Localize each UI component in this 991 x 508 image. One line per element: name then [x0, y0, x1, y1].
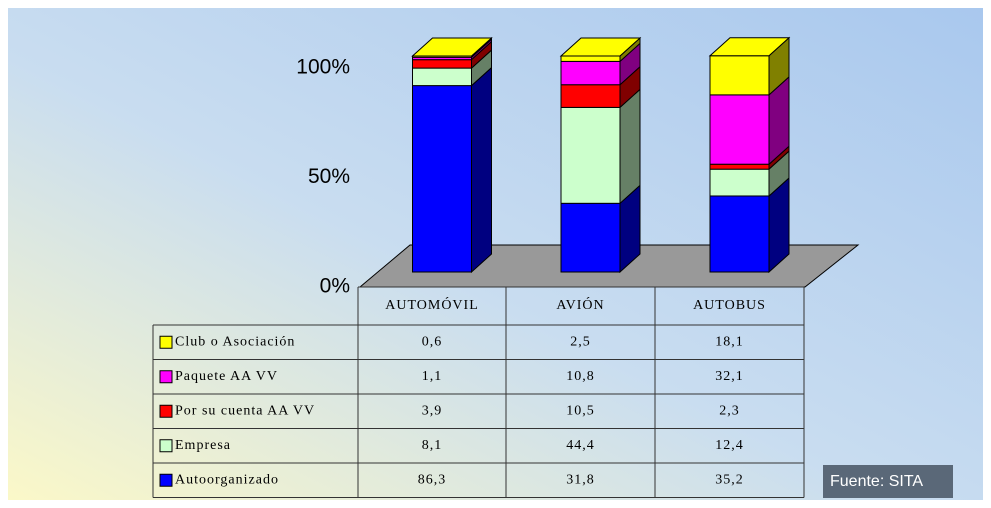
source-box [823, 465, 953, 498]
table-value: 12,4 [715, 438, 744, 453]
bar-top [411, 37, 493, 57]
bar [412, 85, 472, 273]
bar [709, 168, 770, 197]
source: Fuente: SITA [830, 473, 923, 490]
bar [709, 163, 770, 170]
y-tick-label: 50% [308, 165, 350, 188]
bar [709, 55, 770, 96]
table-value: 18,1 [715, 334, 744, 349]
table-value: 32,1 [715, 369, 744, 384]
legend-swatch [159, 439, 173, 453]
bar [412, 67, 472, 87]
table-value: 0,6 [422, 334, 443, 349]
x-tick-label: AVIÓN [556, 296, 604, 313]
table-value: 2,5 [570, 334, 591, 349]
bar [560, 106, 621, 204]
bar [709, 94, 770, 165]
bar-side [619, 88, 641, 205]
bar [709, 195, 770, 273]
table-value: 10,5 [566, 403, 595, 418]
legend-swatch [159, 473, 173, 487]
y-tick-label: 0% [320, 275, 350, 298]
bar-top [708, 37, 791, 57]
legend-swatch [159, 335, 173, 349]
legend-label: Paquete AA VV [175, 369, 278, 384]
bar [412, 59, 472, 69]
bar [560, 202, 621, 273]
table-value: 44,4 [566, 438, 595, 453]
bar [560, 60, 621, 86]
bar-side [471, 66, 492, 274]
bar [560, 55, 621, 62]
x-tick-label: AUTOBUS [693, 298, 766, 313]
table-value: 8,1 [422, 438, 443, 453]
table-value: 10,8 [566, 369, 595, 384]
table-value: 1,1 [422, 369, 443, 384]
table-value: 3,9 [422, 403, 443, 418]
table-value: 86,3 [418, 472, 447, 487]
legend-label: Autoorganizado [175, 472, 279, 487]
table-value: 31,8 [566, 472, 595, 487]
table-value: 35,2 [715, 472, 744, 487]
y-tick-label: 100% [296, 56, 350, 79]
bar [560, 84, 621, 108]
legend-swatch [159, 370, 173, 384]
legend-label: Por su cuenta AA VV [175, 403, 315, 418]
legend-label: Club o Asociación [175, 334, 295, 349]
legend-label: Empresa [175, 438, 231, 453]
legend-swatch [159, 404, 173, 418]
table-value: 2,3 [719, 403, 740, 418]
x-tick-label: AUTOMÓVIL [385, 296, 479, 313]
bar-top [559, 37, 642, 57]
